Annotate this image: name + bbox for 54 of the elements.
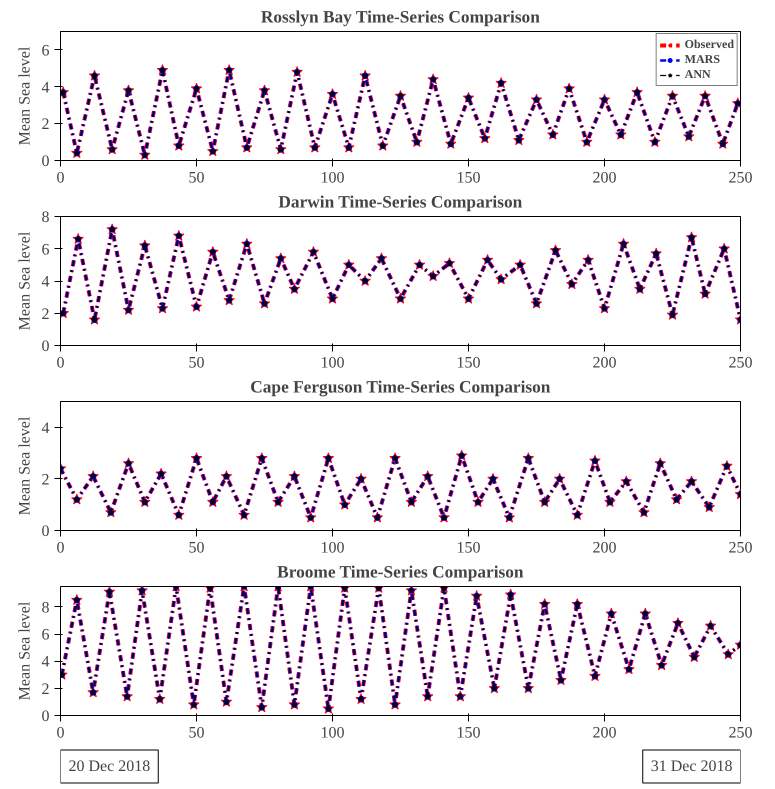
y-tick-label: 0 — [42, 708, 50, 725]
chart-title: Darwin Time-Series Comparison — [278, 192, 523, 212]
y-tick-label: 4 — [42, 654, 50, 671]
y-tick-label: 0 — [42, 338, 50, 355]
y-tick-label: 0 — [42, 523, 50, 540]
x-tick-label: 0 — [56, 724, 64, 742]
y-tick-label: 4 — [42, 79, 50, 96]
y-axis-title: Mean Sea level — [16, 46, 34, 146]
chart-title: Broome Time-Series Comparison — [277, 562, 524, 582]
legend-label: Observed — [684, 37, 734, 52]
x-tick-label: 100 — [320, 170, 344, 186]
x-tick-label: 250 — [728, 170, 752, 186]
y-tick-label: 8 — [42, 599, 50, 616]
x-tick-label: 0 — [56, 170, 64, 186]
x-tick-label: 250 — [728, 540, 752, 556]
x-tick-label: 50 — [188, 724, 204, 742]
x-tick-label: 200 — [592, 170, 616, 186]
x-tick-label: 250 — [728, 724, 752, 742]
x-tick-label: 100 — [320, 354, 344, 372]
x-tick-label: 50 — [188, 540, 204, 556]
x-tick-label: 50 — [188, 354, 204, 372]
y-axis-title: Mean Sea level — [16, 416, 34, 516]
y-tick-label: 6 — [42, 626, 50, 644]
y-tick-label: 2 — [42, 680, 50, 698]
y-tick-label: 8 — [42, 209, 50, 226]
x-tick-label: 200 — [592, 540, 616, 556]
x-tick-label: 250 — [728, 354, 752, 372]
legend-label: ANN — [684, 67, 711, 82]
x-tick-label: 150 — [456, 724, 480, 742]
y-axis-title: Mean Sea level — [16, 601, 34, 700]
y-tick-label: 0 — [42, 153, 50, 170]
x-tick-label: 0 — [56, 540, 64, 556]
text: 20 Dec 2018 — [68, 758, 150, 775]
text: 31 Dec 2018 — [650, 758, 733, 775]
y-tick-label: 6 — [42, 241, 50, 258]
y-tick-label: 4 — [42, 420, 50, 437]
x-tick-label: 150 — [456, 170, 480, 186]
y-tick-label: 2 — [42, 471, 50, 488]
y-tick-label: 4 — [42, 274, 50, 290]
chart-title: Rosslyn Bay Time-Series Comparison — [260, 8, 540, 26]
x-tick-label: 100 — [320, 540, 344, 556]
y-tick-label: 2 — [42, 306, 50, 323]
y-tick-label: 2 — [42, 116, 50, 134]
x-tick-label: 150 — [456, 354, 480, 372]
x-tick-label: 100 — [320, 724, 344, 742]
x-tick-label: 50 — [188, 170, 204, 186]
x-tick-label: 0 — [56, 354, 64, 372]
x-tick-label: 150 — [456, 540, 480, 556]
y-tick-label: 6 — [42, 42, 50, 60]
x-tick-label: 200 — [592, 724, 616, 742]
legend-label: MARS — [684, 52, 720, 67]
y-axis-title: Mean Sea level — [16, 231, 34, 330]
chart-title: Cape Ferguson Time-Series Comparison — [250, 378, 551, 396]
x-tick-label: 200 — [592, 354, 616, 372]
